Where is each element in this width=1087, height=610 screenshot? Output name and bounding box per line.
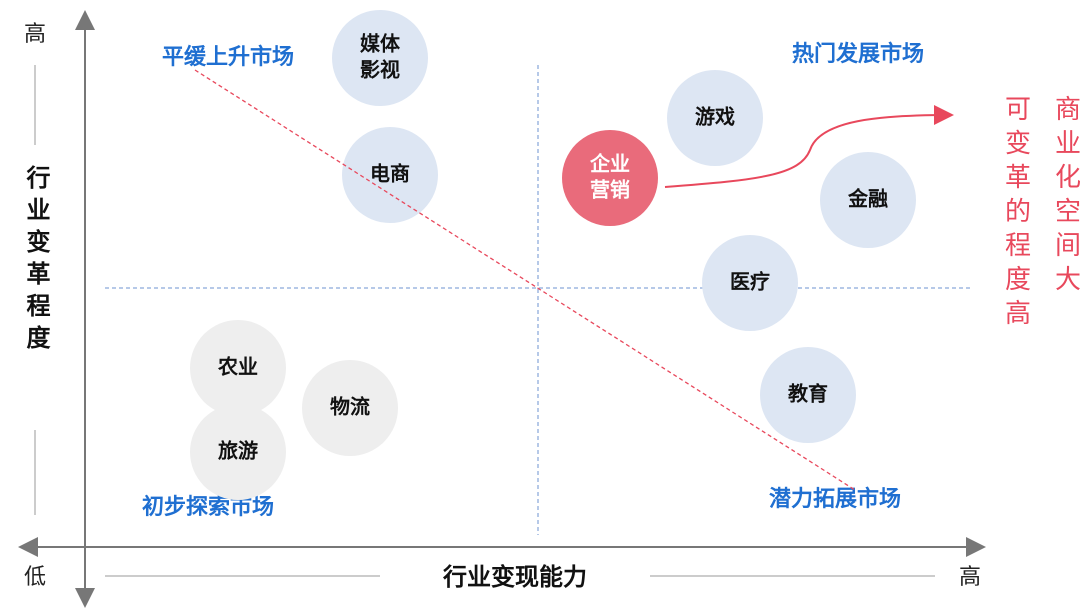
bubble — [332, 10, 428, 106]
bubble-label: 物流 — [330, 395, 370, 419]
bubble-label: 金融 — [847, 187, 888, 211]
bubble — [190, 320, 286, 416]
bubble — [702, 235, 798, 331]
arrow — [664, 105, 954, 188]
trend-line — [194, 69, 856, 491]
x-low: 低 — [24, 565, 46, 590]
y-label: 行业变革程度 — [22, 164, 51, 357]
bubble-label: 影视 — [360, 58, 400, 82]
quadrant-label: 潜力拓展市场 — [769, 486, 901, 512]
x-label: 行业变现能力 — [442, 563, 587, 591]
bubble — [302, 360, 398, 456]
bubble — [820, 152, 916, 248]
x-high: 高 — [959, 565, 981, 590]
bubble — [190, 404, 286, 500]
bubble — [667, 70, 763, 166]
bubble-label: 企业 — [589, 152, 630, 176]
bubble — [342, 127, 438, 223]
bubble-label: 教育 — [788, 382, 828, 406]
bubble-label: 旅游 — [218, 439, 258, 463]
bubble-label: 电商 — [370, 162, 410, 186]
bubble-label: 农业 — [217, 355, 258, 379]
bubble — [562, 130, 658, 226]
bubble — [760, 347, 856, 443]
bubble-label: 营销 — [590, 178, 630, 202]
quadrant-label: 初步探索市场 — [142, 494, 274, 520]
bubble-label: 媒体 — [360, 32, 401, 56]
quadrant-label: 热门发展市场 — [792, 41, 924, 67]
side-note: 可变革的程度高 — [1001, 95, 1031, 333]
quadrant-label: 平缓上升市场 — [162, 44, 294, 70]
bubble-label: 游戏 — [695, 105, 735, 129]
bubble-label: 医疗 — [730, 270, 770, 294]
side-note: 商业化空间大 — [1051, 95, 1081, 299]
y-high: 高 — [24, 22, 46, 47]
